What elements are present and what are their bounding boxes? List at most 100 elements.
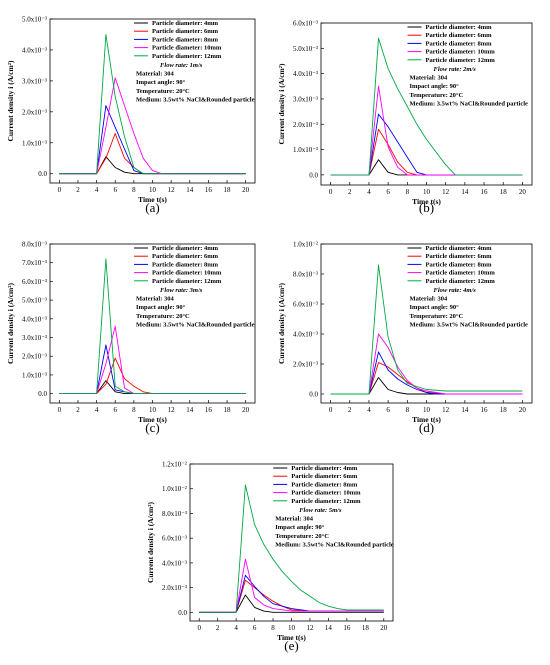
legend-entry: Particle diameter: 8mm <box>426 261 493 268</box>
chart-panel: 0 2 4 6 8 10 12 14 16 18 20 0.0 1.0x10⁻³ 2.0x10⁻³ 3.0x… <box>6 241 256 435</box>
x-tick-label: 14 <box>325 624 333 632</box>
legend-entry: Particle diameter: 12mm <box>152 278 222 285</box>
y-tick-label: 8.0x10⁻³ <box>22 241 47 249</box>
legend-entry: Particle diameter: 12mm <box>152 53 222 60</box>
y-tick-label: 5.0x10⁻³ <box>22 297 47 305</box>
condition-annotation: Temperature: 20°C <box>136 88 190 95</box>
legend-entry: Particle diameter: 4mm <box>152 20 219 27</box>
y-axis-label: Current density i (A/cm²) <box>277 282 286 364</box>
x-tick-label: 10 <box>149 406 157 414</box>
legend-entry: Particle diameter: 12mm <box>426 278 496 285</box>
x-tick-label: 8 <box>132 406 136 414</box>
x-tick-label: 4 <box>95 406 99 414</box>
x-tick-label: 20 <box>519 188 527 196</box>
x-tick-label: 18 <box>362 624 370 632</box>
condition-annotation: Medium: 3.5wt% NaCl&Rounded particle <box>136 96 255 103</box>
y-tick-label: 3.0x10⁻³ <box>22 334 47 342</box>
legend-entry: Particle diameter: 12mm <box>291 498 361 505</box>
condition-annotation: Medium: 3.5wt% NaCl&Rounded particle <box>410 100 529 107</box>
condition-annotation: Medium: 3.5wt% NaCl&Rounded particle <box>410 321 529 328</box>
x-tick-label: 12 <box>306 624 314 632</box>
flow-rate-annotation: Flow rate: 5m/s <box>299 507 342 514</box>
x-tick-label: 20 <box>380 624 388 632</box>
legend-entry: Particle diameter: 6mm <box>152 253 219 260</box>
panel-caption: (d) <box>419 420 434 435</box>
legend-entry: Particle diameter: 8mm <box>152 36 219 43</box>
y-tick-label: 5.0x10⁻³ <box>22 16 47 24</box>
y-tick-label: 2.0x10⁻³ <box>162 584 187 592</box>
y-tick-label: 6.0x10⁻³ <box>293 20 318 28</box>
series-line <box>199 484 384 613</box>
condition-annotation: Medium: 3.5wt% NaCl&Rounded particle <box>136 321 255 328</box>
legend-entry: Particle diameter: 4mm <box>426 245 493 252</box>
x-tick-label: 18 <box>500 188 508 196</box>
y-tick-label: 1.0x10⁻² <box>293 241 318 249</box>
series-line <box>59 133 246 175</box>
x-tick-label: 6 <box>386 406 390 414</box>
condition-annotation: Impact angle: 90° <box>136 304 186 311</box>
x-tick-label: 2 <box>348 406 352 414</box>
condition-annotation: Material: 304 <box>410 296 448 303</box>
panel-caption: (a) <box>145 200 159 215</box>
x-tick-label: 6 <box>113 406 117 414</box>
series-line <box>59 258 246 395</box>
x-tick-label: 18 <box>224 406 232 414</box>
x-tick-label: 8 <box>406 188 410 196</box>
y-tick-label: 2.0x10⁻³ <box>22 353 47 361</box>
x-tick-label: 2 <box>348 188 352 196</box>
x-tick-label: 16 <box>205 406 213 414</box>
panel-caption: (b) <box>419 200 434 215</box>
series-line <box>330 128 523 176</box>
x-tick-label: 0 <box>329 406 333 414</box>
x-tick-label: 4 <box>95 186 99 194</box>
y-tick-label: 5.0x10⁻³ <box>293 45 318 53</box>
x-tick-label: 20 <box>242 406 250 414</box>
y-tick-label: 1.0x10⁻² <box>162 485 187 493</box>
legend-entry: Particle diameter: 10mm <box>152 45 222 52</box>
panel-caption: (c) <box>145 420 159 435</box>
legend-entry: Particle diameter: 4mm <box>152 245 219 252</box>
y-tick-label: 0.0 <box>178 609 187 617</box>
series-line <box>59 344 246 395</box>
series-line <box>330 351 523 395</box>
series-line <box>59 325 246 395</box>
x-tick-label: 8 <box>132 186 136 194</box>
y-tick-label: 1.2x10⁻² <box>162 461 187 469</box>
y-tick-label: 8.0x10⁻³ <box>162 510 187 518</box>
y-tick-label: 0.0 <box>38 170 47 178</box>
y-tick-label: 6.0x10⁻³ <box>293 301 318 309</box>
y-axis-label: Current density i (A/cm²) <box>6 282 15 364</box>
x-tick-label: 10 <box>288 624 296 632</box>
x-tick-label: 4 <box>367 406 371 414</box>
x-tick-label: 4 <box>234 624 238 632</box>
condition-annotation: Impact angle: 90° <box>410 304 460 311</box>
x-axis-label: Time t(s) <box>138 415 167 424</box>
y-axis-label: Current density i (A/cm²) <box>6 60 15 142</box>
x-tick-label: 12 <box>442 406 450 414</box>
legend-entry: Particle diameter: 8mm <box>291 481 358 488</box>
series-line <box>59 380 246 395</box>
y-tick-label: 7.0x10⁻³ <box>22 259 47 267</box>
series-line <box>199 558 384 613</box>
condition-annotation: Impact angle: 90° <box>136 79 186 86</box>
legend-entry: Particle diameter: 6mm <box>426 32 493 39</box>
flow-rate-annotation: Flow rate: 1m/s <box>160 62 203 69</box>
series-line <box>330 37 523 176</box>
legend-entry: Particle diameter: 10mm <box>152 270 222 277</box>
x-tick-label: 10 <box>149 186 157 194</box>
x-tick-label: 6 <box>386 188 390 196</box>
condition-annotation: Material: 304 <box>136 71 174 78</box>
series-line <box>330 159 523 176</box>
x-tick-label: 12 <box>442 188 450 196</box>
series-line <box>59 357 246 395</box>
y-tick-label: 3.0x10⁻³ <box>22 77 47 85</box>
x-tick-label: 18 <box>224 186 232 194</box>
x-axis-label: Time t(s) <box>277 633 306 642</box>
x-axis-label: Time t(s) <box>138 195 167 204</box>
x-tick-label: 16 <box>481 188 489 196</box>
x-tick-label: 2 <box>76 406 80 414</box>
chart-panel: 0 2 4 6 8 10 12 14 16 18 20 0.0 2.0x10⁻³ 4.0x10⁻³ 6.0x… <box>146 461 394 654</box>
chart-panel: 0 2 4 6 8 10 12 14 16 18 20 0.0 1.0x10⁻³ 2.0x10⁻³ 3.0x… <box>277 20 533 215</box>
series-line <box>330 113 523 176</box>
